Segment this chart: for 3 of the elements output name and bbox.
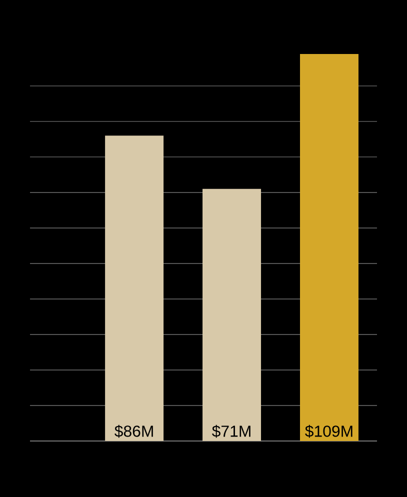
data-label: $109M (305, 424, 352, 438)
data-label: $86M (114, 424, 153, 438)
data-label: $71M (212, 424, 250, 438)
